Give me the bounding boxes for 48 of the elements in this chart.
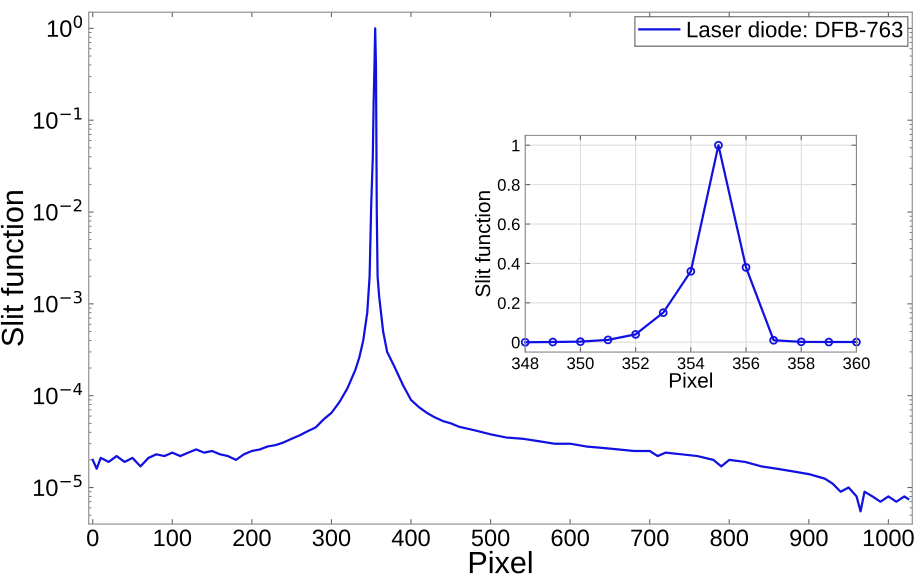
y-tick-label: 10$^{−3}$: [34, 290, 82, 312]
y-tick-label: 1: [512, 140, 520, 152]
x-tick-label: 356: [732, 357, 760, 370]
point: [631, 330, 640, 339]
point: [742, 262, 750, 272]
y-tick-label: 0.4: [498, 258, 520, 270]
y-tick-label: 10$^{−4}$: [34, 382, 82, 404]
y-axis-title: Slit function: [474, 191, 490, 297]
y-tick-label: 10$^{0}$: [48, 15, 82, 37]
x-tick-label: 100: [154, 530, 192, 546]
x-tick-label: 500: [472, 530, 510, 546]
y-tick-label: 0.6: [498, 218, 520, 230]
x-tick-label: 360: [843, 357, 870, 370]
point: [604, 335, 612, 344]
x-axis-title: Pixel: [670, 372, 712, 388]
x-tick-label: 352: [622, 357, 649, 370]
point: [852, 338, 861, 346]
point: [714, 140, 723, 150]
x-tick-label: 300: [312, 530, 350, 546]
x-tick-label: 350: [567, 357, 594, 370]
x-tick-label: 1000: [864, 530, 914, 546]
y-tick-label: 10$^{−1}$: [34, 108, 82, 129]
x-tick-label: 400: [392, 530, 430, 546]
point: [769, 336, 778, 345]
point: [824, 338, 834, 346]
x-tick-label: 0: [87, 530, 98, 546]
point: [520, 338, 530, 347]
y-tick-label: 0: [512, 336, 520, 348]
point: [658, 308, 668, 318]
x-tick-label: 354: [678, 357, 704, 370]
point: [576, 337, 585, 346]
x-tick-label: 200: [233, 530, 271, 546]
point: [686, 266, 696, 276]
y-tick-label: 10$^{−5}$: [34, 474, 82, 496]
y-tick-label: 10$^{−2}$: [34, 199, 82, 221]
x-tick-label: 348: [512, 357, 538, 370]
x-tick-label: 800: [710, 530, 748, 546]
y-tick-label: 0.2: [498, 297, 520, 310]
x-tick-label: 900: [790, 530, 828, 546]
y-axis-title: Slit function: [0, 191, 24, 346]
x-tick-label: 358: [788, 357, 814, 370]
x-tick-label: 600: [552, 530, 589, 546]
x-tick-label: 700: [631, 530, 668, 546]
point: [796, 337, 806, 346]
legend-label: Laser diode: DFB-763: [688, 21, 902, 38]
point: [548, 338, 558, 346]
x-axis-title: Pixel: [470, 550, 532, 574]
y-tick-label: 0.8: [498, 179, 520, 191]
